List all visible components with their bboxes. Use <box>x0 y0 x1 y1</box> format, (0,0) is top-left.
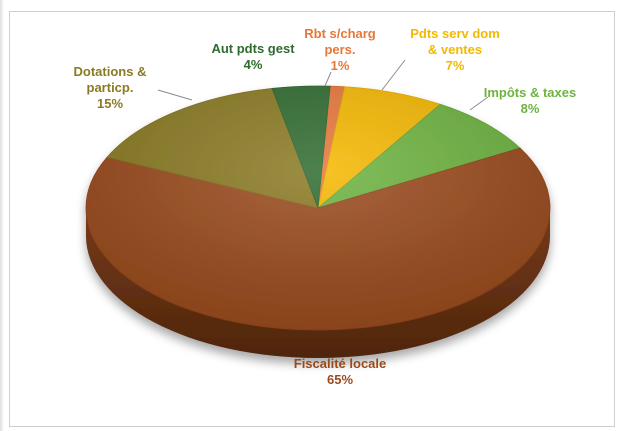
slice-label-2: Aut pdts gest 4% <box>211 41 295 72</box>
slice-label-0: Fiscalité locale 65% <box>294 356 387 387</box>
slice-name-3-0: Rbt s/charg <box>304 26 376 41</box>
frame-shadow <box>0 0 4 431</box>
slice-name-2-0: Aut pdts gest <box>211 41 295 56</box>
slice-name-1-0: Dotations & <box>74 64 147 79</box>
slice-pct-1: 15% <box>97 96 123 111</box>
leader-line-4 <box>381 59 406 91</box>
slice-pct-5: 8% <box>521 101 540 116</box>
slice-name-0-0: Fiscalité locale <box>294 356 387 371</box>
slice-name-4-0: Pdts serv dom <box>410 26 500 41</box>
slice-pct-3: 1% <box>331 58 350 73</box>
slice-name-3-1: pers. <box>324 42 355 57</box>
slice-name-5-0: Impôts & taxes <box>484 85 576 100</box>
slice-label-3: Rbt s/charg pers. 1% <box>304 26 376 73</box>
slice-name-1-1: particp. <box>87 80 134 95</box>
leader-line-1 <box>157 89 193 101</box>
slice-pct-0: 65% <box>327 372 353 387</box>
pie-side-shade-0 <box>86 208 550 358</box>
slice-name-4-1: & ventes <box>428 42 482 57</box>
slice-pct-2: 4% <box>244 57 263 72</box>
slice-label-4: Pdts serv dom & ventes 7% <box>410 26 500 73</box>
slice-pct-4: 7% <box>446 58 465 73</box>
leader-line-5 <box>469 96 489 111</box>
pie-top-shine <box>86 86 550 330</box>
slice-label-5: Impôts & taxes 8% <box>484 85 576 116</box>
slice-label-1: Dotations & particp. 15% <box>74 64 147 111</box>
leader-line-3 <box>324 71 332 87</box>
